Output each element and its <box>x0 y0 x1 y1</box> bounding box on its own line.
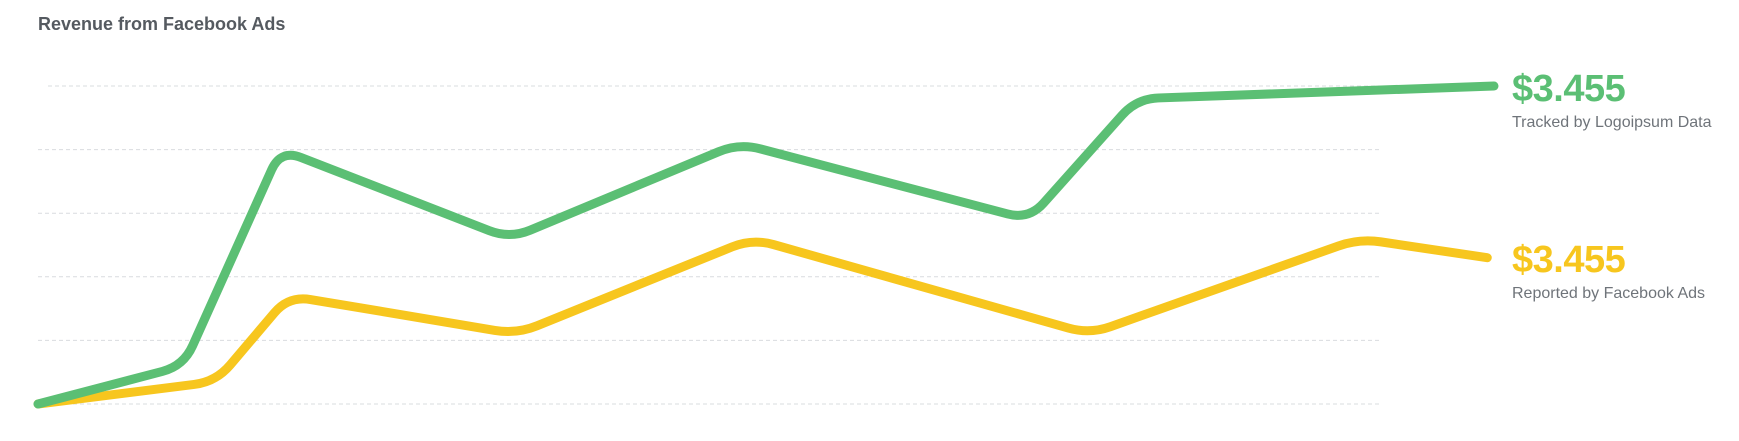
reported-caption: Reported by Facebook Ads <box>1512 285 1706 302</box>
series-line-tracked <box>33 81 1499 409</box>
reported-value: $3.455 <box>1512 239 1626 281</box>
series-label-tracked: $3.455 Tracked by Logoipsum Data <box>1512 70 1712 132</box>
tracked-caption: Tracked by Logoipsum Data <box>1512 114 1712 131</box>
chart-title: Revenue from Facebook Ads <box>38 14 286 34</box>
series-line-reported <box>33 236 1492 409</box>
series-label-reported: $3.455 Reported by Facebook Ads <box>1512 241 1705 303</box>
tracked-value: $3.455 <box>1512 68 1626 110</box>
